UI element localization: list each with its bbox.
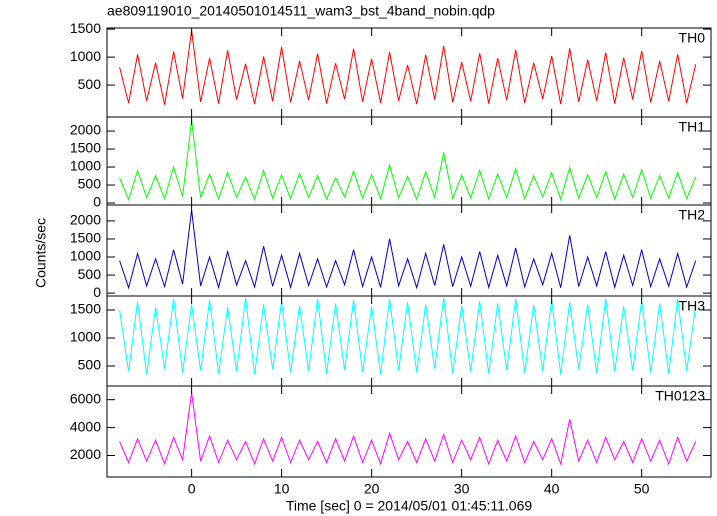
data-line xyxy=(119,120,697,202)
chart-title: ae809119010_20140501014511_wam3_bst_4ban… xyxy=(107,3,495,19)
panel-frame xyxy=(106,204,712,297)
x-tick-label: 30 xyxy=(454,481,470,497)
y-tick-label: 4000 xyxy=(70,418,101,434)
y-tick-label: 500 xyxy=(78,357,102,373)
panel-label: TH0 xyxy=(679,30,706,46)
panel-label: TH0123 xyxy=(655,388,705,404)
panel-frame xyxy=(106,116,712,206)
panel-frame xyxy=(106,385,712,478)
y-tick-label: 1500 xyxy=(70,230,101,246)
data-line xyxy=(119,392,697,466)
y-axis-label: Counts/sec xyxy=(33,218,49,288)
x-tick-label: 0 xyxy=(188,481,196,497)
x-tick-label: 10 xyxy=(274,481,290,497)
data-line xyxy=(119,30,697,105)
y-tick-label: 1500 xyxy=(70,301,101,317)
panel-label: TH2 xyxy=(679,207,706,223)
panel-label: TH3 xyxy=(679,298,706,314)
x-tick-label: 20 xyxy=(364,481,380,497)
y-tick-label: 2000 xyxy=(70,212,101,228)
y-tick-label: 1000 xyxy=(70,48,101,64)
data-line xyxy=(119,210,697,290)
data-line xyxy=(119,297,697,375)
y-tick-label: 500 xyxy=(78,266,102,282)
y-tick-label: 2000 xyxy=(70,446,101,462)
panel-label: TH1 xyxy=(679,119,706,135)
y-tick-label: 2000 xyxy=(70,122,101,138)
y-tick-label: 0 xyxy=(93,194,101,210)
y-tick-label: 1000 xyxy=(70,248,101,264)
y-tick-label: 500 xyxy=(78,76,102,92)
x-tick-label: 50 xyxy=(634,481,650,497)
x-axis-label: Time [sec] 0 = 2014/05/01 01:45:11.069 xyxy=(286,498,533,514)
y-tick-label: 1000 xyxy=(70,329,101,345)
y-tick-label: 500 xyxy=(78,176,102,192)
y-tick-label: 1500 xyxy=(70,140,101,156)
x-tick-label: 40 xyxy=(544,481,560,497)
y-tick-label: 6000 xyxy=(70,390,101,406)
y-tick-label: 1500 xyxy=(70,20,101,36)
y-tick-label: 0 xyxy=(93,284,101,300)
y-tick-label: 1000 xyxy=(70,158,101,174)
